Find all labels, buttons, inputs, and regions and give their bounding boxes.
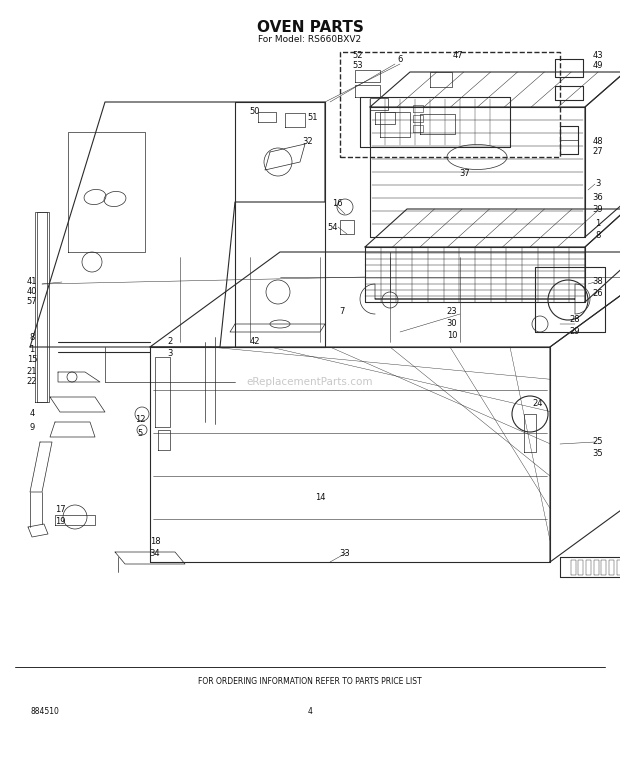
Text: 50: 50 bbox=[250, 106, 260, 116]
Text: 41: 41 bbox=[27, 278, 37, 286]
Text: 27: 27 bbox=[593, 148, 603, 156]
Text: FOR ORDERING INFORMATION REFER TO PARTS PRICE LIST: FOR ORDERING INFORMATION REFER TO PARTS … bbox=[198, 677, 422, 687]
Text: 4: 4 bbox=[308, 708, 312, 716]
Text: 36: 36 bbox=[593, 192, 603, 202]
Text: 57: 57 bbox=[27, 297, 37, 307]
Text: 23: 23 bbox=[446, 307, 458, 317]
Text: 32: 32 bbox=[303, 138, 313, 146]
Text: 52: 52 bbox=[353, 51, 363, 59]
Text: 8: 8 bbox=[595, 231, 601, 241]
Text: 10: 10 bbox=[447, 332, 458, 340]
Text: 5: 5 bbox=[138, 429, 143, 439]
Text: 8: 8 bbox=[29, 333, 35, 343]
Text: 22: 22 bbox=[27, 378, 37, 386]
Text: 17: 17 bbox=[55, 505, 65, 515]
Text: 15: 15 bbox=[27, 356, 37, 364]
Text: 1: 1 bbox=[29, 346, 35, 354]
Text: 21: 21 bbox=[27, 368, 37, 376]
Text: 884510: 884510 bbox=[30, 708, 60, 716]
Text: 39: 39 bbox=[593, 206, 603, 214]
Text: 28: 28 bbox=[570, 315, 580, 325]
Text: 16: 16 bbox=[332, 199, 342, 209]
Text: 38: 38 bbox=[593, 278, 603, 286]
Text: 54: 54 bbox=[328, 223, 339, 231]
Text: 2: 2 bbox=[167, 338, 172, 346]
Text: 3: 3 bbox=[595, 180, 601, 188]
Text: 1: 1 bbox=[595, 218, 601, 228]
Text: 24: 24 bbox=[533, 400, 543, 408]
Text: 7: 7 bbox=[339, 307, 345, 317]
Text: 33: 33 bbox=[340, 550, 350, 558]
Text: 3: 3 bbox=[167, 350, 173, 358]
Text: 19: 19 bbox=[55, 518, 65, 526]
Text: 53: 53 bbox=[353, 60, 363, 70]
Text: 47: 47 bbox=[453, 51, 463, 59]
Text: 30: 30 bbox=[446, 320, 458, 328]
Text: eReplacementParts.com: eReplacementParts.com bbox=[247, 377, 373, 387]
Text: 25: 25 bbox=[593, 437, 603, 447]
Text: For Model: RS660BXV2: For Model: RS660BXV2 bbox=[259, 35, 361, 45]
Text: 9: 9 bbox=[29, 422, 35, 432]
Text: 18: 18 bbox=[149, 537, 161, 547]
Text: 34: 34 bbox=[149, 550, 161, 558]
Text: 35: 35 bbox=[593, 450, 603, 458]
Text: 26: 26 bbox=[593, 289, 603, 299]
Text: 12: 12 bbox=[135, 415, 145, 425]
Text: OVEN PARTS: OVEN PARTS bbox=[257, 20, 363, 34]
Text: 37: 37 bbox=[459, 170, 471, 178]
Text: 43: 43 bbox=[593, 51, 603, 59]
Text: 14: 14 bbox=[315, 493, 326, 501]
Text: 6: 6 bbox=[397, 56, 402, 64]
Text: 48: 48 bbox=[593, 138, 603, 146]
Text: 4: 4 bbox=[29, 410, 35, 418]
Text: 29: 29 bbox=[570, 328, 580, 336]
Text: 49: 49 bbox=[593, 60, 603, 70]
Text: 42: 42 bbox=[250, 338, 260, 346]
Text: 51: 51 bbox=[308, 113, 318, 123]
Text: 40: 40 bbox=[27, 288, 37, 296]
